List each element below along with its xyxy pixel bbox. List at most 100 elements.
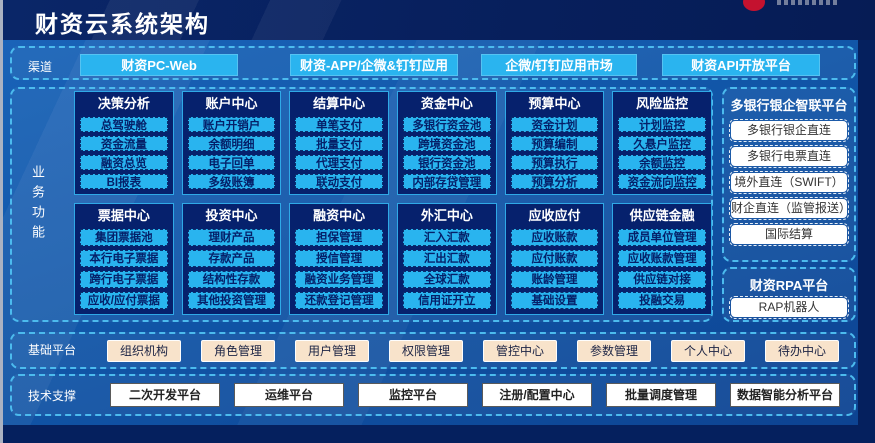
base-btn-todo-center[interactable]: 待办中心 — [765, 339, 839, 362]
tech-btn-dev-platform[interactable]: 二次开发平台 — [110, 383, 220, 407]
module-item[interactable]: 余额监控 — [618, 155, 706, 170]
bank-platform-item-intl-settlement[interactable]: 国际结算 — [729, 223, 849, 246]
rpa-robot-item[interactable]: RAP机器人 — [729, 296, 849, 319]
module-item[interactable]: BI报表 — [80, 174, 168, 189]
module-item[interactable]: 其他投资管理 — [187, 292, 276, 309]
module-card-capital-center: 资金中心 多银行资金池 跨境资金池 银行资金池 内部存贷管理 — [396, 91, 497, 195]
business-modules-grid: 决策分析 总驾驶舱 资金流量 融资总览 BI报表 账户中心 账户开销户 余额明细… — [74, 91, 712, 315]
module-item[interactable]: 成员单位管理 — [618, 229, 706, 246]
module-card-decision-analysis: 决策分析 总驾驶舱 资金流量 融资总览 BI报表 — [74, 91, 174, 195]
module-item[interactable]: 余额明细 — [187, 136, 276, 151]
module-title: 决策分析 — [97, 96, 150, 111]
module-item[interactable]: 跨行电子票据 — [80, 271, 168, 288]
bank-platform-item-regulatory[interactable]: 财企直连（监管报送） — [729, 197, 851, 220]
module-item[interactable]: 电子回单 — [187, 155, 276, 170]
module-item[interactable]: 账龄管理 — [510, 271, 599, 288]
tech-btn-data-analytics-platform[interactable]: 数据智能分析平台 — [730, 383, 840, 407]
module-item[interactable]: 供应链对接 — [618, 271, 706, 288]
module-item[interactable]: 应收/应付票据 — [80, 292, 168, 309]
module-title: 投资中心 — [205, 208, 258, 223]
base-btn-parameters[interactable]: 参数管理 — [577, 339, 651, 362]
module-item[interactable]: 汇入汇款 — [402, 229, 491, 246]
bank-platform-item-direct-connect[interactable]: 多银行银企直连 — [729, 119, 849, 142]
module-title: 外汇中心 — [420, 208, 473, 223]
module-item[interactable]: 单笔支付 — [295, 117, 383, 132]
base-btn-users[interactable]: 用户管理 — [295, 339, 369, 362]
base-btn-personal-center[interactable]: 个人中心 — [671, 339, 745, 362]
module-card-risk-monitoring: 风险监控 计划监控 久悬户监控 余额监控 资金流向监控 — [612, 91, 712, 195]
module-item[interactable]: 应收账款管理 — [618, 250, 706, 267]
page-header: 财资云系统架构 — [3, 0, 875, 40]
module-item[interactable]: 计划监控 — [618, 117, 706, 132]
module-item[interactable]: 投融交易 — [618, 292, 706, 309]
tech-btn-monitoring-platform[interactable]: 监控平台 — [358, 383, 468, 407]
module-item[interactable]: 授信管理 — [295, 250, 383, 267]
base-btn-control-center[interactable]: 管控中心 — [483, 339, 557, 362]
base-btn-permissions[interactable]: 权限管理 — [389, 339, 463, 362]
bank-platform-item-ebill-connect[interactable]: 多银行电票直连 — [729, 145, 849, 168]
module-item[interactable]: 资金流向监控 — [618, 174, 706, 189]
module-title: 预算中心 — [528, 96, 581, 111]
module-item[interactable]: 批量支付 — [295, 136, 383, 151]
module-item[interactable]: 多级账簿 — [187, 174, 276, 189]
module-item[interactable]: 担保管理 — [295, 229, 383, 246]
module-title: 资金中心 — [420, 96, 473, 111]
module-item[interactable]: 预算分析 — [510, 174, 599, 189]
module-item[interactable]: 存款产品 — [187, 250, 276, 267]
module-item[interactable]: 全球汇款 — [402, 271, 491, 288]
module-item[interactable]: 资金计划 — [510, 117, 599, 132]
module-item[interactable]: 久悬户监控 — [618, 136, 706, 151]
module-card-receivables-payables: 应收应付 应收账款 应付账款 账龄管理 基础设置 — [504, 203, 605, 315]
module-item[interactable]: 预算编制 — [510, 136, 599, 151]
bank-platform-title: 多银行银企智联平台 — [730, 98, 848, 113]
logo-mark-icon — [743, 0, 765, 11]
bank-platform-item-swift[interactable]: 境外直连（SWIFT） — [729, 171, 849, 194]
module-item[interactable]: 集团票据池 — [80, 229, 168, 246]
module-item[interactable]: 应付账款 — [510, 250, 599, 267]
module-title: 结算中心 — [313, 96, 366, 111]
base-platform-section: 基础平台 组织机构 角色管理 用户管理 权限管理 管控中心 参数管理 个人中心 … — [10, 332, 856, 369]
base-btn-organization[interactable]: 组织机构 — [107, 339, 181, 362]
module-item[interactable]: 跨境资金池 — [402, 136, 491, 151]
module-title: 账户中心 — [205, 96, 258, 111]
module-title: 应收应付 — [528, 208, 581, 223]
base-btn-roles[interactable]: 角色管理 — [201, 339, 275, 362]
rpa-platform-section: 财资RPA平台 RAP机器人 — [722, 267, 856, 322]
module-item[interactable]: 信用证开立 — [402, 292, 491, 309]
module-item[interactable]: 预算执行 — [510, 155, 599, 170]
base-platform-label: 基础平台 — [28, 343, 77, 357]
module-item[interactable]: 基础设置 — [510, 292, 599, 309]
module-item[interactable]: 资金流量 — [80, 136, 168, 151]
module-item[interactable]: 融资总览 — [80, 155, 168, 170]
tech-btn-ops-platform[interactable]: 运维平台 — [234, 383, 344, 407]
module-item[interactable]: 汇出汇款 — [402, 250, 491, 267]
module-item[interactable]: 还款登记管理 — [295, 292, 383, 309]
module-item[interactable]: 代理支付 — [295, 155, 383, 170]
module-item[interactable]: 总驾驶舱 — [80, 117, 168, 132]
channel-btn-wecom-dingtalk-market[interactable]: 企微/钉钉应用市场 — [481, 54, 637, 76]
module-card-forex-center: 外汇中心 汇入汇款 汇出汇款 全球汇款 信用证开立 — [396, 203, 497, 315]
channel-btn-api-open-platform[interactable]: 财资API开放平台 — [662, 54, 820, 76]
channel-btn-pc-web[interactable]: 财资PC-Web — [80, 54, 238, 76]
tech-btn-registry-config-center[interactable]: 注册/配置中心 — [482, 383, 592, 407]
module-item[interactable]: 内部存贷管理 — [402, 174, 491, 189]
business-label: 业务功能 — [30, 164, 45, 245]
module-item[interactable]: 融资业务管理 — [295, 271, 383, 288]
tech-btn-batch-scheduling[interactable]: 批量调度管理 — [606, 383, 716, 407]
module-item[interactable]: 结构性存款 — [187, 271, 276, 288]
module-item[interactable]: 银行资金池 — [402, 155, 491, 170]
module-card-settlement-center: 结算中心 单笔支付 批量支付 代理支付 联动支付 — [289, 91, 389, 195]
module-item[interactable]: 多银行资金池 — [402, 117, 491, 132]
module-item[interactable]: 应收账款 — [510, 229, 599, 246]
module-item[interactable]: 账户开销户 — [187, 117, 276, 132]
module-card-investment-center: 投资中心 理财产品 存款产品 结构性存款 其他投资管理 — [181, 203, 282, 315]
module-card-bills-center: 票据中心 集团票据池 本行电子票据 跨行电子票据 应收/应付票据 — [74, 203, 174, 315]
channel-btn-app-wecom-dingtalk[interactable]: 财资-APP/企微&钉钉应用 — [290, 54, 458, 76]
module-item[interactable]: 本行电子票据 — [80, 250, 168, 267]
tech-support-label: 技术支撑 — [28, 388, 77, 403]
rpa-platform-title: 财资RPA平台 — [749, 278, 829, 293]
module-item[interactable]: 理财产品 — [187, 229, 276, 246]
channel-label: 渠道 — [28, 60, 53, 74]
module-item[interactable]: 联动支付 — [295, 174, 383, 189]
